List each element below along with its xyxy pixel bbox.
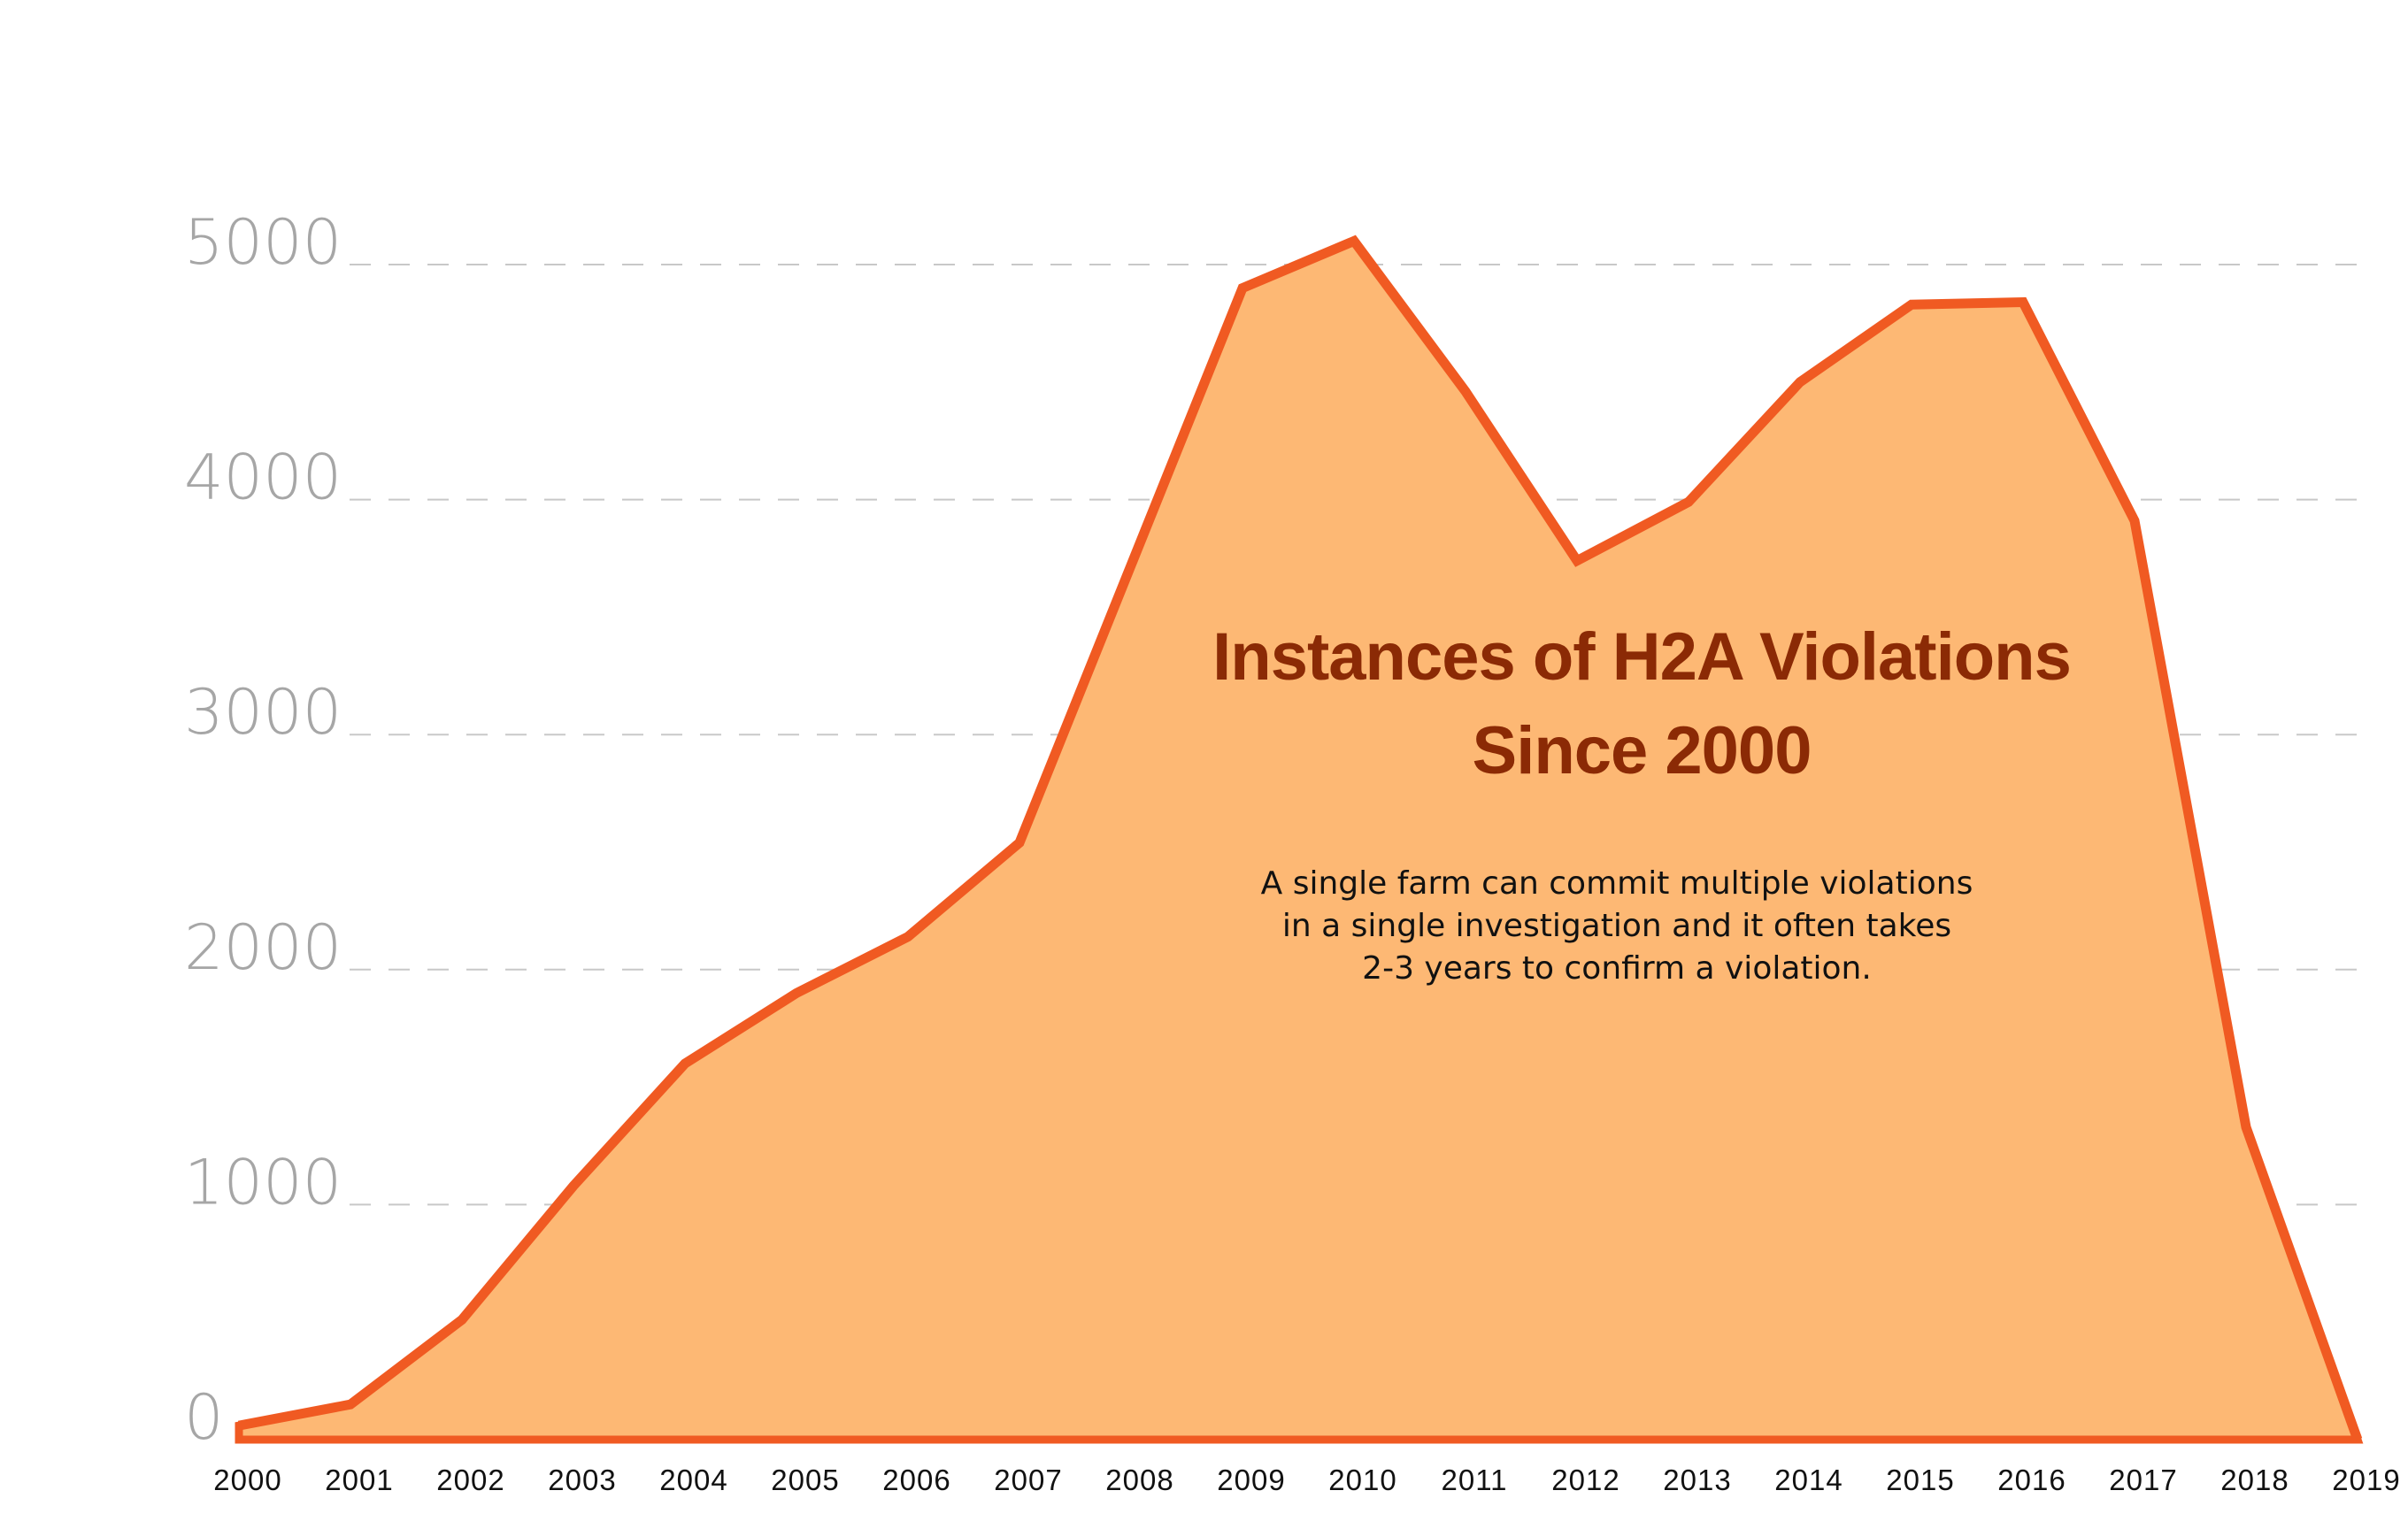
x-tick-label: 2003 <box>548 1464 616 1496</box>
chart-title-line-1: Instances of H2A Violations <box>1212 619 2071 695</box>
x-tick-label: 2012 <box>1551 1464 1619 1496</box>
x-tick-label: 2013 <box>1663 1464 1731 1496</box>
x-tick-label: 2010 <box>1328 1464 1396 1496</box>
x-tick-label: 2019 <box>2332 1464 2400 1496</box>
x-tick-label: 2004 <box>659 1464 727 1496</box>
x-tick-label: 2005 <box>771 1464 839 1496</box>
chart-title-line-2: Since 2000 <box>1473 713 1812 788</box>
x-tick-label: 2002 <box>436 1464 504 1496</box>
x-axis-ticks: 2000 2001 2002 2003 2004 2005 2006 2007 2008 2009… <box>213 1464 2400 1496</box>
y-tick-label: 5000 <box>184 206 342 279</box>
x-tick-label: 2000 <box>213 1464 281 1496</box>
x-tick-label: 2017 <box>2109 1464 2177 1496</box>
y-tick-label: 3000 <box>184 676 342 749</box>
area-fill <box>235 235 2364 1444</box>
x-tick-label: 2007 <box>994 1464 1062 1496</box>
x-tick-label: 2014 <box>1774 1464 1843 1496</box>
series-line <box>237 234 2363 1441</box>
y-axis-ticks: 0 1000 2000 3000 4000 5000 <box>184 206 342 1454</box>
x-tick-label: 2018 <box>2220 1464 2289 1496</box>
x-tick-label: 2006 <box>882 1464 950 1496</box>
chart-subtitle-line-1: A single farm can commit multiple violat… <box>1261 865 1973 902</box>
y-tick-label: 2000 <box>184 911 342 984</box>
y-tick-label: 1000 <box>184 1146 342 1218</box>
y-tick-label: 4000 <box>184 442 342 514</box>
chart-subtitle-line-2: in a single investigation and it often t… <box>1282 908 1951 944</box>
x-tick-label: 2015 <box>1886 1464 1954 1496</box>
x-tick-label: 2001 <box>325 1464 393 1496</box>
x-tick-label: 2016 <box>1997 1464 2066 1496</box>
x-tick-label: 2011 <box>1442 1464 1508 1496</box>
x-tick-label: 2008 <box>1105 1464 1173 1496</box>
x-tick-label: 2009 <box>1217 1464 1285 1496</box>
chart-subtitle-line-3: 2-3 years to confirm a violation. <box>1362 950 1872 987</box>
y-tick-label: 0 <box>184 1381 224 1454</box>
